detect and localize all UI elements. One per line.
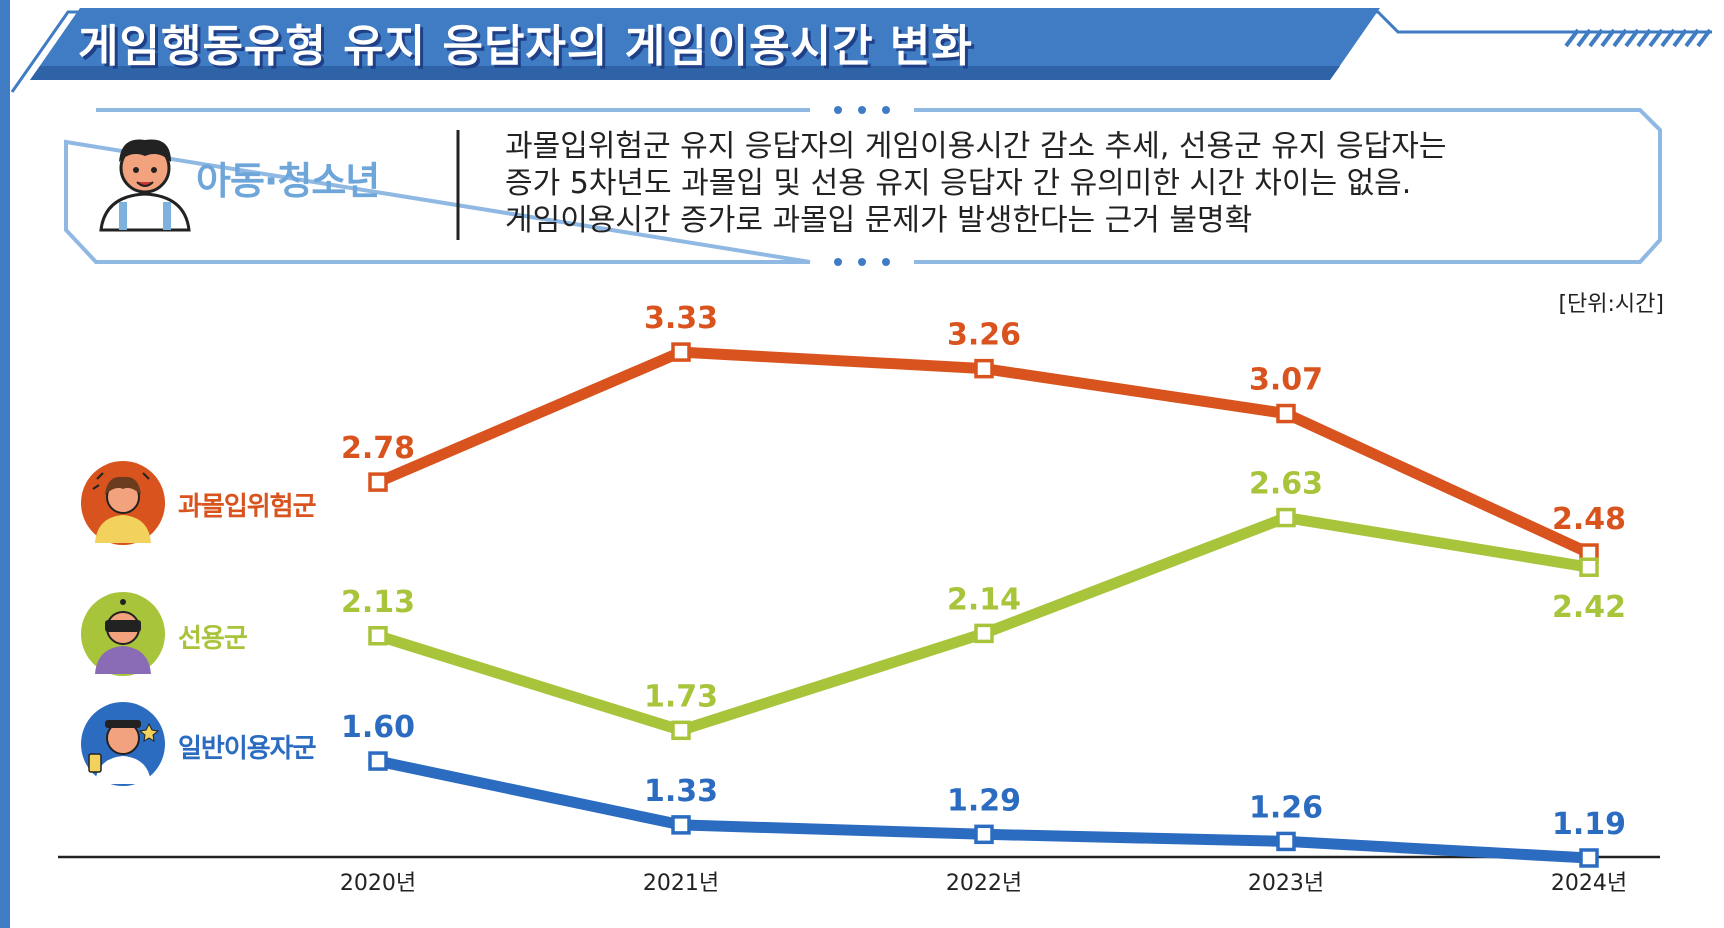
data-point-general [1276,831,1296,852]
data-label-general: 1.29 [947,783,1021,818]
data-label-good: 2.13 [341,585,415,620]
x-tick-label: 2020년 [340,871,416,896]
summary-line-1: 과몰입위험군 유지 응답자의 게임이용시간 감소 추세, 선용군 유지 응답자는 [505,129,1447,164]
x-tick-label: 2022년 [946,871,1022,896]
hatch-decoration [1564,28,1712,48]
data-point-good [1276,507,1296,528]
summary-line-3: 게임이용시간 증가로 과몰입 문제가 발생한다는 근거 불명확 [505,203,1253,238]
page-title: 게임행동유형 유지 응답자의 게임이용시간 변화 [78,21,973,72]
data-point-general [368,751,388,771]
kid-avatar-icon [99,139,191,232]
left-edge-bar [0,0,10,928]
data-point-risk [1276,403,1296,424]
data-point-general [671,815,691,835]
vr-headset-person-icon [81,592,165,676]
data-label-risk: 3.07 [1249,363,1323,398]
data-label-general: 1.19 [1552,807,1626,842]
data-label-risk: 2.78 [341,431,415,466]
data-point-good [368,626,388,646]
summary-line-2: 증가 5차년도 과몰입 및 선용 유지 응답자 간 유의미한 시간 차이는 없음… [505,166,1412,201]
data-point-good [974,623,994,644]
header-band-shade [30,66,1340,80]
x-tick-label: 2024년 [1551,871,1627,896]
x-tick-label: 2023년 [1248,871,1324,896]
data-point-risk [368,472,388,492]
data-point-good [671,720,691,741]
summary-box-dots [834,106,890,266]
data-label-risk: 3.33 [644,301,718,336]
data-point-good [1579,557,1599,577]
header-band [30,8,1380,80]
data-label-good: 2.14 [947,582,1021,617]
data-point-general [974,824,994,845]
legend-label-good: 선용군 [178,624,248,654]
header-outline [10,10,1712,93]
stressed-person-icon [81,461,165,545]
data-label-good: 2.63 [1249,467,1323,502]
unit-label: [단위:시간] [1558,292,1664,317]
data-point-risk [671,342,691,362]
data-label-general: 1.33 [644,774,718,809]
summary-box-outline [64,108,1662,264]
summary-text: 과몰입위험군 유지 응답자의 게임이용시간 감소 추세, 선용군 유지 응답자는… [505,128,1615,239]
data-point-general [1579,848,1599,868]
gamer-person-icon [81,702,165,786]
data-label-general: 1.26 [1249,790,1323,825]
data-label-risk: 3.26 [947,318,1021,353]
data-label-good: 1.73 [644,679,718,714]
x-tick-label: 2021년 [643,871,719,896]
summary-group-label: 아동·청소년 [196,159,380,203]
data-label-general: 1.60 [341,710,415,745]
legend-label-risk: 과몰입위험군 [178,492,317,522]
legend-label-general: 일반이용자군 [178,734,317,764]
data-label-good: 2.42 [1552,590,1626,625]
series-line-risk [372,346,1595,559]
data-label-risk: 2.48 [1552,502,1626,537]
data-point-risk [974,358,994,379]
